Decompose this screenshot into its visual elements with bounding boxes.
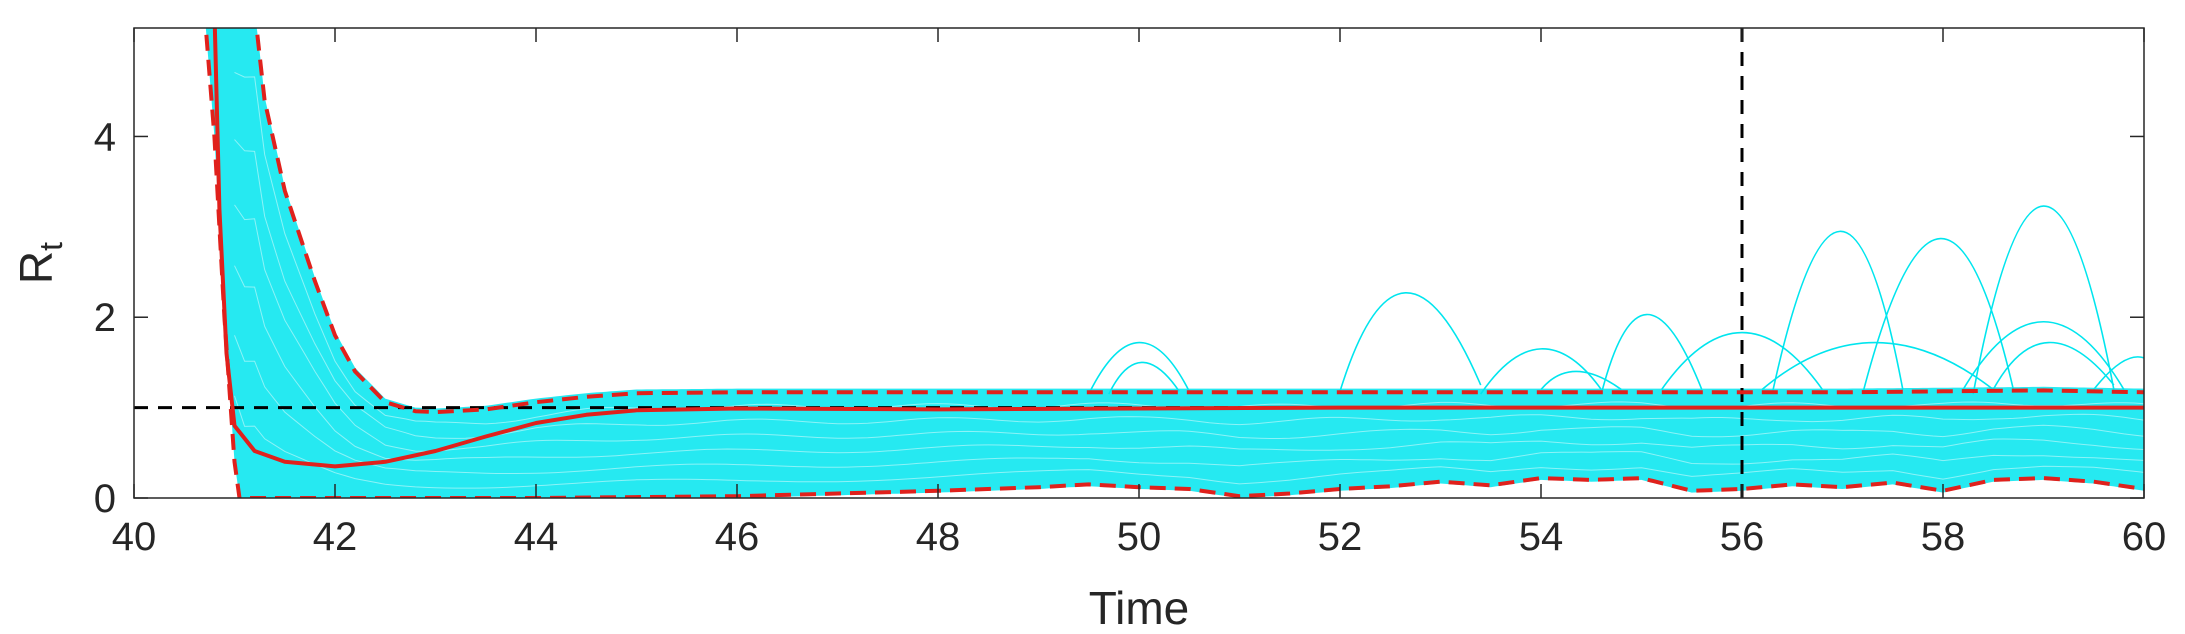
x-tick-label: 54 xyxy=(1519,515,1564,559)
sample-spike-line xyxy=(1992,341,2115,390)
x-tick-label: 42 xyxy=(313,515,358,559)
series-lines xyxy=(203,28,2144,498)
sample-spike-line xyxy=(1962,321,2125,390)
sample-spike-line xyxy=(1088,341,1190,395)
y-axis-title: Rt xyxy=(10,242,69,284)
reference-lines xyxy=(134,28,2144,498)
y-axis-title-main: R xyxy=(10,251,62,284)
sample-trajectory xyxy=(234,265,2144,461)
x-tick-label: 40 xyxy=(112,515,157,559)
sample-band xyxy=(205,28,2144,498)
y-tick-label: 2 xyxy=(94,296,116,340)
sample-spike-line xyxy=(1600,313,1703,395)
sample-spike-line xyxy=(1540,370,1622,391)
sample-trajectory xyxy=(234,395,2144,489)
x-tick-label: 58 xyxy=(1921,515,1966,559)
x-tick-label: 46 xyxy=(715,515,760,559)
sample-trajectory xyxy=(234,335,2144,474)
sample-spike-line xyxy=(1761,341,1994,391)
sample-trajectory xyxy=(234,139,2144,439)
x-tick-label: 48 xyxy=(916,515,961,559)
y-axis-title-subscript: t xyxy=(33,242,69,251)
x-axis-title: Time xyxy=(1089,582,1190,634)
x-tick-label: 52 xyxy=(1318,515,1363,559)
x-ticks: 40 42 44 46 48 50 52 54 56 58 60 xyxy=(112,28,2167,559)
mean-line xyxy=(212,28,2144,469)
sample-spike-line xyxy=(2093,356,2144,391)
upper-bound-line xyxy=(254,28,2144,415)
y-ticks: 0 2 4 xyxy=(94,115,2144,521)
x-tick-label: 60 xyxy=(2122,515,2167,559)
y-tick-label: 4 xyxy=(94,115,116,159)
sample-trajectory xyxy=(234,204,2144,452)
x-tick-label: 44 xyxy=(514,515,559,559)
x-tick-label: 50 xyxy=(1117,515,1162,559)
sample-envelope xyxy=(205,28,2144,498)
sample-spike-line xyxy=(1660,331,1824,390)
sample-spike-line xyxy=(1972,205,2115,395)
y-tick-label: 0 xyxy=(94,477,116,521)
sample-spike-line xyxy=(1861,237,2015,395)
sample-spike-line xyxy=(1108,361,1180,395)
sample-spike-line xyxy=(1339,292,1482,392)
lower-bound-line xyxy=(203,28,2144,498)
x-tick-label: 56 xyxy=(1720,515,1765,559)
